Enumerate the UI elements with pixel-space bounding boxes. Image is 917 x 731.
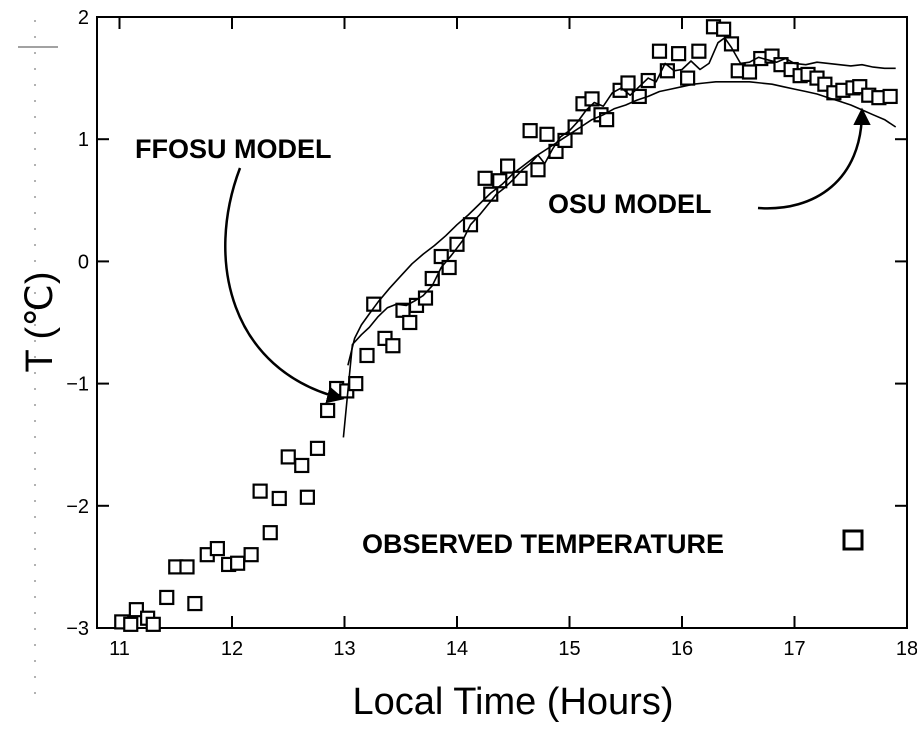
data-point	[479, 172, 492, 185]
data-point	[273, 492, 286, 505]
y-tick-label: 2	[78, 7, 89, 29]
data-point	[124, 618, 137, 631]
data-point	[524, 124, 537, 137]
data-point	[743, 65, 756, 78]
x-tick-label: 12	[221, 638, 243, 660]
data-point	[231, 557, 244, 570]
y-axis-title: T (℃)	[19, 271, 61, 372]
ffosu-model-label: FFOSU MODEL	[135, 134, 332, 164]
data-point	[681, 72, 694, 85]
x-axis-title: Local Time (Hours)	[353, 681, 674, 723]
x-tick-label: 17	[783, 638, 805, 660]
ffosu-arrow	[225, 168, 341, 398]
data-point	[282, 450, 295, 463]
legend-label: OBSERVED TEMPERATURE	[362, 529, 724, 559]
data-point	[160, 591, 173, 604]
data-point	[884, 90, 897, 103]
data-point	[501, 160, 514, 173]
data-point	[254, 485, 267, 498]
data-point	[211, 542, 224, 555]
y-tick-label: 0	[78, 251, 89, 273]
x-tick-label: 11	[109, 638, 130, 660]
data-point	[181, 560, 194, 573]
osu-arrow	[758, 111, 862, 208]
y-tick-label: 1	[78, 129, 89, 151]
data-point	[301, 491, 314, 504]
data-point	[321, 404, 334, 417]
legend: OBSERVED TEMPERATURE	[362, 529, 862, 559]
data-point	[541, 128, 554, 141]
data-point	[622, 76, 635, 89]
data-point	[403, 316, 416, 329]
data-point	[426, 272, 439, 285]
data-point	[311, 442, 324, 455]
data-point	[386, 339, 399, 352]
data-point	[672, 47, 685, 60]
data-point	[264, 526, 277, 539]
data-point	[295, 459, 308, 472]
data-point	[532, 163, 545, 176]
y-tick-label: −2	[66, 496, 89, 518]
data-point	[188, 597, 201, 610]
x-tick-label: 18	[896, 638, 917, 660]
x-tick-label: 16	[671, 638, 693, 660]
data-point	[653, 45, 666, 58]
legend-square-marker	[844, 531, 862, 549]
osu-model-label: OSU MODEL	[548, 189, 712, 219]
data-point	[147, 618, 160, 631]
x-tick-label: 14	[446, 638, 468, 660]
x-tick-label: 13	[333, 638, 355, 660]
data-point	[717, 23, 730, 36]
data-point	[349, 377, 362, 390]
y-tick-label: −1	[66, 374, 89, 396]
osu-model-line	[348, 82, 896, 366]
x-tick-label: 15	[558, 638, 580, 660]
y-tick-label: −3	[66, 618, 89, 640]
data-point	[245, 548, 258, 561]
data-point	[692, 45, 705, 58]
data-point	[361, 349, 374, 362]
